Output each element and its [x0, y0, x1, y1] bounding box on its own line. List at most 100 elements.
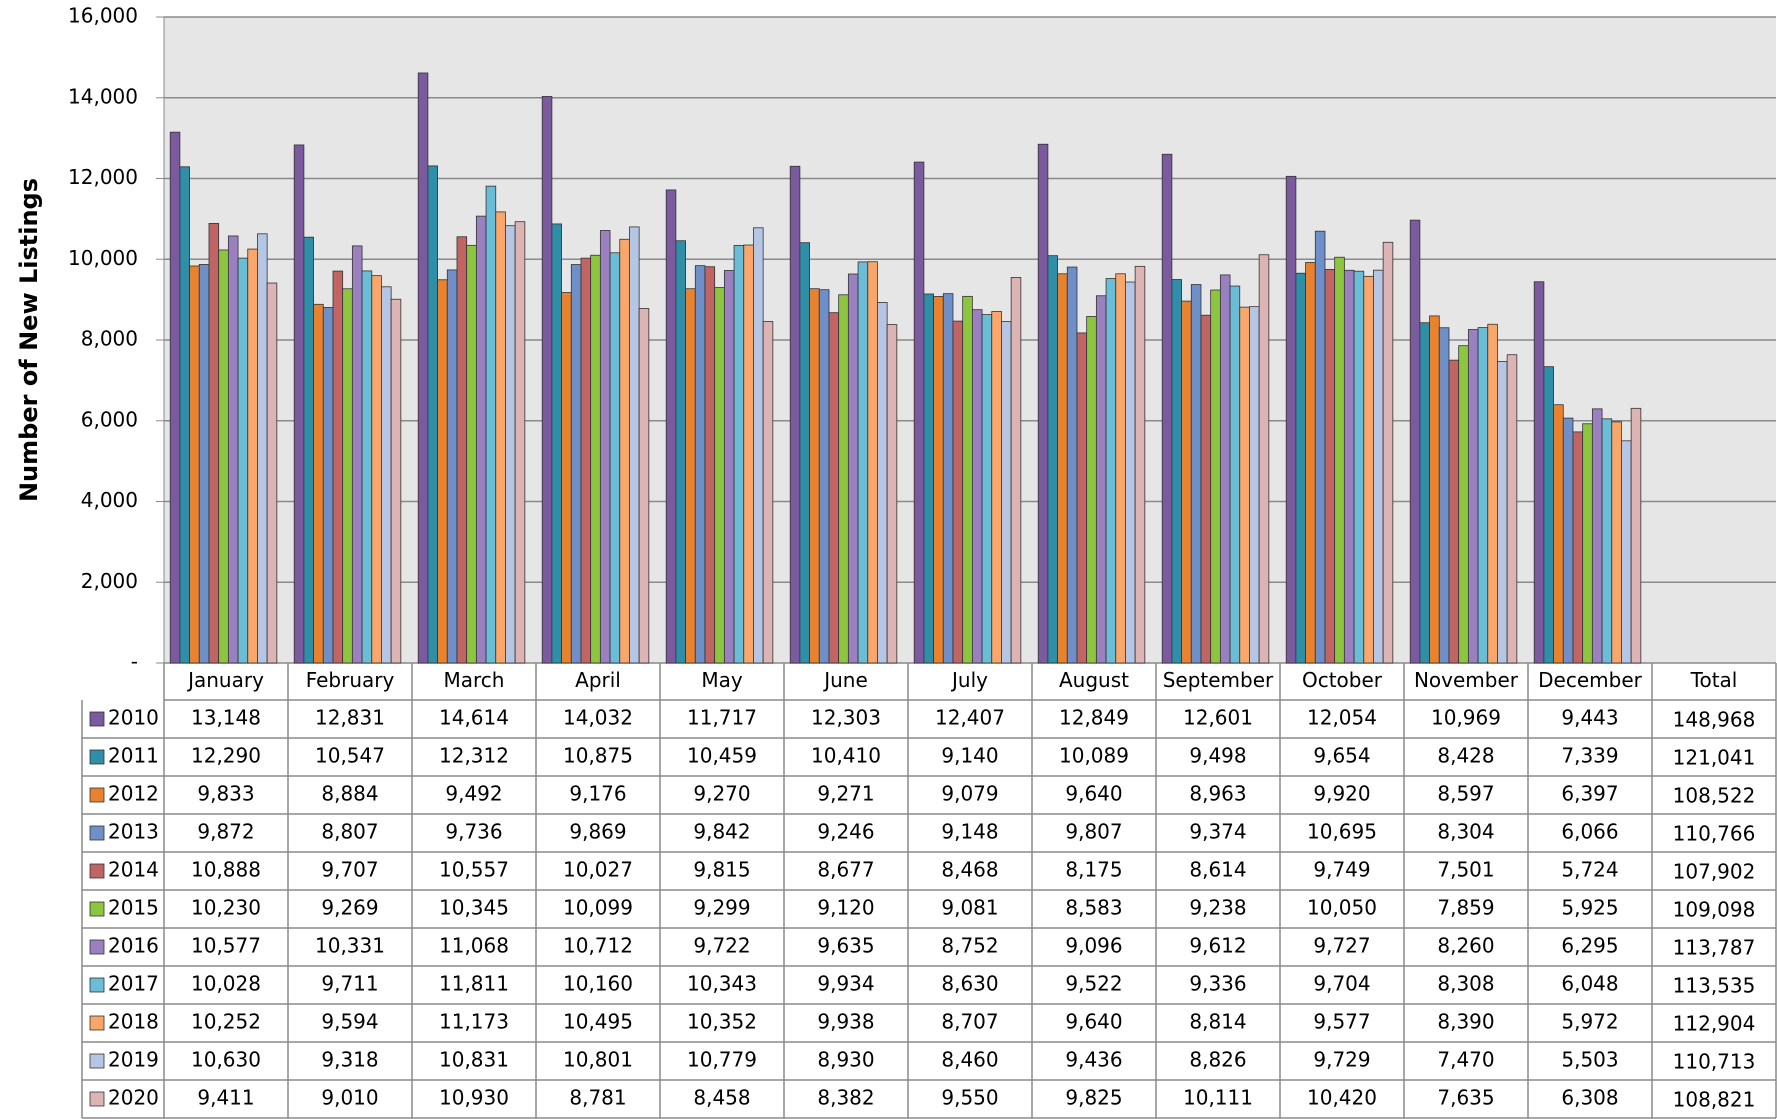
table-cell: 10,495 — [563, 1010, 633, 1034]
bar — [665, 189, 677, 664]
bar — [332, 270, 344, 664]
table-cell: 7,859 — [1437, 896, 1494, 920]
table-cell: 10,801 — [563, 1048, 633, 1072]
table-cell: 10,252 — [191, 1010, 261, 1034]
table-cell: 10,099 — [563, 896, 633, 920]
table-cell: 9,934 — [817, 972, 874, 996]
bar — [1219, 274, 1231, 664]
table-cell: 9,594 — [321, 1010, 378, 1034]
x-tick-label: September — [1163, 668, 1274, 692]
bar — [1582, 423, 1593, 664]
bar — [227, 235, 239, 664]
bar — [1161, 153, 1173, 664]
bar — [1601, 418, 1613, 664]
bar — [1200, 314, 1212, 664]
bar — [704, 266, 716, 664]
bar — [541, 96, 553, 664]
table-cell: 5,972 — [1561, 1010, 1618, 1034]
table-cell: 8,807 — [321, 820, 378, 844]
legend-key — [89, 825, 105, 841]
table-cell: 9,704 — [1313, 972, 1370, 996]
bar — [1506, 354, 1518, 664]
bar — [1497, 360, 1508, 664]
legend-label: 2020 — [108, 1086, 159, 1110]
bar — [371, 275, 382, 664]
bar — [1047, 255, 1058, 664]
bar — [1229, 285, 1241, 664]
bar — [293, 144, 305, 664]
x-tick-label: February — [306, 668, 395, 692]
table-cell: 9,707 — [321, 858, 378, 882]
bar — [1105, 278, 1117, 664]
bar — [446, 269, 458, 664]
table-cell: 8,814 — [1189, 1010, 1246, 1034]
legend-label: 2011 — [108, 744, 159, 768]
bar — [1611, 421, 1622, 664]
bar — [1324, 268, 1336, 664]
bar — [505, 225, 516, 664]
table-cell: 9,640 — [1065, 1010, 1122, 1034]
table-cell: 9,869 — [569, 820, 626, 844]
table-cell: 8,930 — [817, 1048, 874, 1072]
table-cell: 9,270 — [693, 782, 750, 806]
table-cell: 10,028 — [191, 972, 261, 996]
y-tick-label: 10,000 — [68, 246, 138, 270]
table-cell: 10,420 — [1307, 1086, 1377, 1110]
table-cell: 10,695 — [1307, 820, 1377, 844]
table-header: Total — [1690, 668, 1738, 692]
table-cell: 9,749 — [1313, 858, 1370, 882]
x-tick-label: March — [444, 668, 505, 692]
x-tick-label: January — [186, 668, 264, 692]
bar — [495, 211, 506, 664]
bar — [1353, 270, 1365, 664]
table-cell: 9,833 — [197, 782, 254, 806]
legend-label: 2017 — [108, 972, 159, 996]
table-cell: 10,630 — [191, 1048, 261, 1072]
bar — [551, 223, 562, 664]
bar — [867, 261, 878, 664]
bar — [1010, 277, 1022, 664]
table-cell: 10,969 — [1431, 706, 1501, 730]
table-cell: 12,407 — [935, 706, 1005, 730]
table-cell: 11,173 — [439, 1010, 509, 1034]
bar — [828, 312, 840, 664]
bar — [313, 303, 324, 664]
bar — [179, 166, 190, 664]
x-tick-label: April — [575, 668, 621, 692]
table-cell: 9,550 — [941, 1086, 998, 1110]
bar — [1305, 262, 1316, 664]
table-cell: 10,875 — [563, 744, 633, 768]
table-cell: 9,336 — [1189, 972, 1246, 996]
table-total: 110,713 — [1673, 1050, 1756, 1074]
y-tick-label: 2,000 — [81, 569, 138, 593]
bar — [381, 286, 392, 664]
table-cell: 8,308 — [1437, 972, 1494, 996]
bar — [1630, 407, 1642, 664]
table-cell: 10,888 — [191, 858, 261, 882]
table-cell: 10,345 — [439, 896, 509, 920]
table-cell: 9,736 — [445, 820, 502, 844]
bar — [971, 309, 983, 664]
bar — [1181, 300, 1192, 664]
table-cell: 9,140 — [941, 744, 998, 768]
bar — [561, 292, 572, 664]
table-cell: 9,271 — [817, 782, 874, 806]
bar — [1258, 254, 1270, 664]
table-cell: 9,938 — [817, 1010, 874, 1034]
bar — [1543, 366, 1554, 664]
table-total: 107,902 — [1673, 860, 1756, 884]
bar — [1115, 273, 1126, 664]
bar — [485, 185, 497, 664]
table-cell: 12,054 — [1307, 706, 1377, 730]
table-cell: 10,111 — [1183, 1086, 1253, 1110]
table-cell: 10,343 — [687, 972, 757, 996]
table-cell: 8,597 — [1437, 782, 1494, 806]
bar — [762, 321, 774, 664]
bar — [208, 222, 220, 664]
table-cell: 7,339 — [1561, 744, 1618, 768]
bar — [1448, 359, 1460, 664]
bar — [942, 293, 954, 664]
bar — [1239, 306, 1250, 664]
bar — [619, 238, 630, 664]
legend-label: 2016 — [108, 934, 159, 958]
